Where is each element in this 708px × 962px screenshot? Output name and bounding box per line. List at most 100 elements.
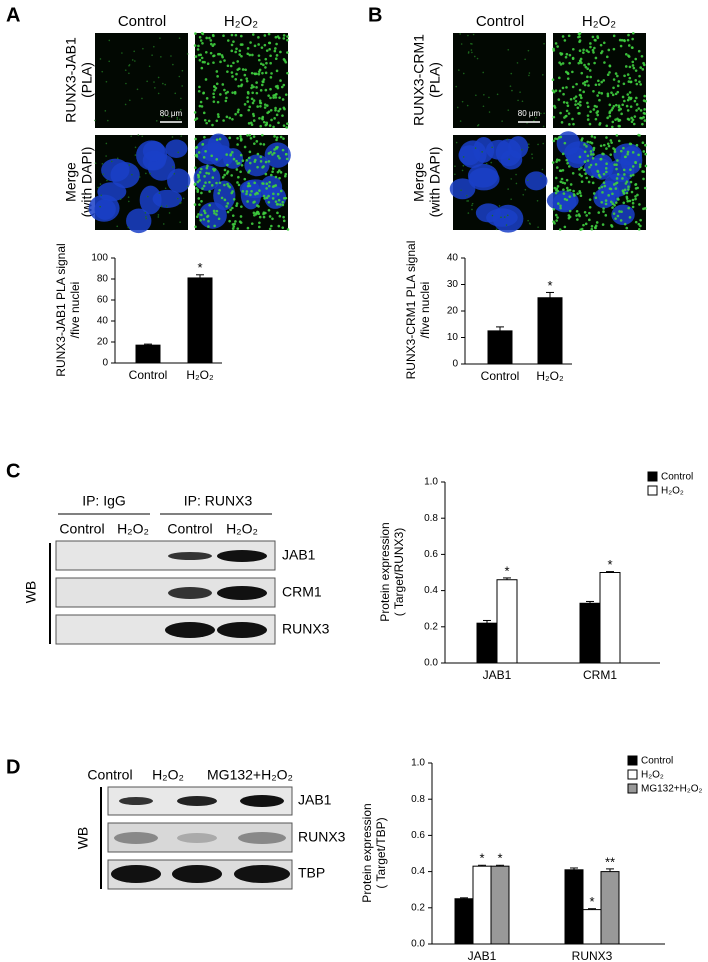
pla-dot <box>571 171 575 175</box>
pla-dot <box>454 165 456 168</box>
pla-dot <box>245 158 249 162</box>
pla-dot <box>631 205 635 209</box>
pla-dot <box>631 201 635 205</box>
y-tick-label: 60 <box>97 295 109 306</box>
pla-dot <box>235 47 238 51</box>
micrograph-bg <box>453 33 546 128</box>
pla-dot <box>556 185 560 188</box>
pla-dot <box>576 192 579 195</box>
y-axis-label: /five nuclei <box>418 282 432 339</box>
pla-dot <box>195 153 198 157</box>
pla-dot <box>267 208 271 212</box>
pla-dot <box>280 85 284 89</box>
pla-dot <box>574 103 577 106</box>
pla-dot <box>231 190 234 193</box>
legend-swatch <box>647 471 658 482</box>
pla-dot <box>199 39 203 42</box>
pla-dot <box>247 182 250 185</box>
pla-dot <box>240 164 244 167</box>
pla-dot <box>631 151 635 154</box>
column-label: Control <box>59 521 104 537</box>
pla-dot <box>606 116 609 120</box>
pla-dot <box>510 178 513 180</box>
row-label: (with DAPI) <box>79 147 95 218</box>
pla-dot <box>474 147 477 149</box>
pla-dot <box>279 171 283 174</box>
pla-dot <box>278 203 282 206</box>
pla-dot <box>228 185 232 189</box>
pla-dot <box>202 111 206 115</box>
pla-dot <box>194 146 198 150</box>
pla-dot <box>632 31 635 35</box>
pla-dot <box>94 162 97 164</box>
pla-dot <box>631 165 635 168</box>
significance: * <box>589 894 594 909</box>
panel-label: D <box>6 756 20 778</box>
pla-dot <box>607 194 610 197</box>
pla-dot <box>239 114 243 117</box>
pla-dot <box>145 172 147 175</box>
pla-dot <box>194 137 197 141</box>
pla-dot <box>586 105 590 109</box>
pla-dot <box>210 184 214 187</box>
pla-dot <box>106 179 108 182</box>
legend-swatch <box>647 485 658 496</box>
pla-dot <box>262 143 266 146</box>
pla-dot <box>232 198 236 201</box>
pla-dot <box>203 135 206 139</box>
pla-dot <box>157 76 160 79</box>
pla-dot <box>553 222 556 225</box>
pla-dot <box>263 43 267 47</box>
pla-dot <box>591 156 595 160</box>
pla-dot <box>461 169 464 172</box>
pla-dot <box>554 191 558 195</box>
pla-dot <box>589 45 592 49</box>
pla-dot <box>619 44 623 48</box>
pla-dot <box>231 91 234 94</box>
pla-dot <box>181 69 184 72</box>
pla-dot <box>197 53 201 57</box>
pla-dot <box>284 93 288 96</box>
pla-dot <box>176 118 179 121</box>
pla-dot <box>202 156 206 159</box>
pla-dot <box>198 171 202 174</box>
pla-dot <box>522 193 525 196</box>
nucleus <box>468 167 500 191</box>
pla-dot <box>253 44 257 48</box>
y-tick-label: 0.2 <box>424 621 438 632</box>
x-tick-label: RUNX3 <box>572 949 613 962</box>
pla-dot <box>501 120 503 122</box>
pla-dot <box>229 153 233 156</box>
pla-dot <box>565 52 569 56</box>
pla-dot <box>612 34 616 38</box>
pla-dot <box>228 136 232 140</box>
pla-dot <box>559 111 562 115</box>
pla-dot <box>625 195 629 199</box>
pla-dot <box>219 60 222 64</box>
pla-dot <box>541 168 544 171</box>
pla-dot <box>562 100 566 104</box>
pla-dot <box>588 141 592 144</box>
pla-dot <box>264 88 268 92</box>
pla-dot <box>153 45 155 48</box>
pla-dot <box>274 108 277 112</box>
pla-dot <box>256 152 260 156</box>
pla-dot <box>279 189 283 193</box>
pla-dot <box>607 144 611 148</box>
pla-dot <box>142 47 144 50</box>
pla-dot <box>634 220 638 224</box>
pla-dot <box>234 33 238 37</box>
pla-dot <box>588 211 591 215</box>
pla-dot <box>259 142 262 146</box>
pla-dot <box>586 114 590 117</box>
pla-dot <box>580 174 583 178</box>
pla-dot <box>108 60 110 63</box>
pla-dot <box>587 50 590 54</box>
pla-dot <box>623 155 627 159</box>
pla-dot <box>223 88 226 92</box>
pla-dot <box>626 117 630 121</box>
pla-dot <box>642 207 645 211</box>
pla-dot <box>147 195 149 198</box>
pla-dot <box>269 173 273 177</box>
pla-dot <box>105 142 108 145</box>
